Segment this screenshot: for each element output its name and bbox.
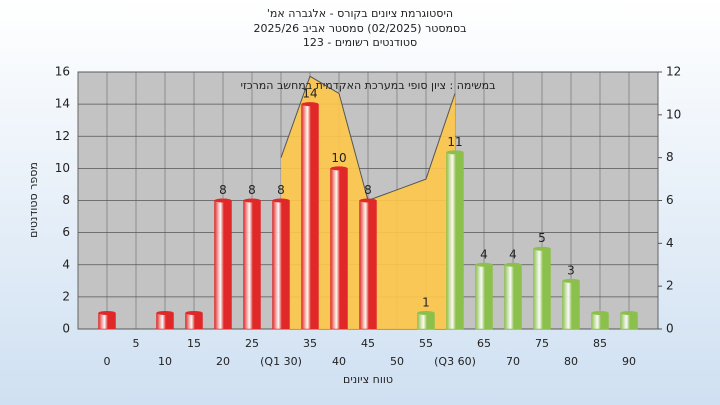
data-label: 1	[422, 295, 430, 309]
data-label: 14	[302, 87, 317, 101]
bar	[301, 103, 319, 330]
y2-tick-label: 2	[666, 279, 674, 293]
bar	[475, 264, 493, 330]
y-tick-label: 12	[55, 129, 70, 143]
y-tick-label: 14	[55, 97, 70, 111]
bar-cap	[330, 166, 348, 171]
x-tick-label: 70	[506, 355, 520, 368]
bar-cap	[620, 310, 638, 315]
x-tick-label: 75	[535, 337, 549, 350]
chart-subtitle: סטודנטים רשומים - 123	[303, 36, 417, 49]
bar-cap	[272, 198, 290, 203]
data-label: 4	[509, 247, 517, 261]
bar-cap	[591, 310, 609, 315]
data-label: 8	[364, 183, 372, 197]
x-tick-label: 10	[158, 355, 172, 368]
x-tick-label: 50	[390, 355, 404, 368]
bar	[156, 312, 174, 330]
bar-cap	[504, 262, 522, 267]
data-label: 5	[538, 231, 546, 245]
data-label: 11	[447, 135, 462, 149]
bar-cap	[214, 198, 232, 203]
bar-cap	[533, 246, 551, 251]
y-axis-label: מספר סטודנטים	[27, 162, 40, 238]
bar-cap	[185, 310, 203, 315]
data-label: 10	[331, 151, 346, 165]
y2-tick-label: 0	[666, 322, 674, 336]
bar	[272, 200, 290, 330]
y2-tick-label: 6	[666, 193, 674, 207]
bar	[243, 200, 261, 330]
bar-cap	[446, 150, 464, 155]
data-label: 3	[567, 263, 575, 277]
x-tick-label: 35	[303, 337, 317, 350]
data-label: 8	[219, 183, 227, 197]
chart-title: היסטוגרמת ציונים בקורס - אלגברה אמ'	[267, 7, 453, 20]
x-tick-label: 20	[216, 355, 230, 368]
bar	[562, 280, 580, 330]
y-tick-label: 10	[55, 161, 70, 175]
y-tick-label: 4	[62, 257, 70, 271]
bar	[533, 248, 551, 330]
annotation: במשימה : ציון סופי במערכת האקדמית במחשב …	[241, 79, 496, 92]
bar	[620, 312, 638, 330]
bar	[359, 200, 377, 330]
y2-tick-label: 8	[666, 150, 674, 164]
bar-cap	[562, 278, 580, 283]
bar-cap	[475, 262, 493, 267]
bar-cap	[98, 310, 116, 315]
y-tick-label: 8	[62, 193, 70, 207]
data-label: 4	[480, 247, 488, 261]
bar-cap	[417, 310, 435, 315]
bar	[330, 168, 348, 330]
bar	[98, 312, 116, 330]
bar	[214, 200, 232, 330]
bar	[504, 264, 522, 330]
y-tick-label: 2	[62, 289, 70, 303]
x-tick-label: 55	[419, 337, 433, 350]
x-tick-label: 85	[593, 337, 607, 350]
x-tick-label: 0	[104, 355, 111, 368]
data-label: 8	[277, 183, 285, 197]
data-label: 8	[248, 183, 256, 197]
x-tick-label: 80	[564, 355, 578, 368]
bar	[446, 152, 464, 330]
x-tick-label: 15	[187, 337, 201, 350]
bar-cap	[301, 102, 319, 107]
y2-tick-label: 12	[666, 65, 681, 79]
y-tick-label: 6	[62, 225, 70, 239]
x-tick-label: 65	[477, 337, 491, 350]
bar	[417, 312, 435, 330]
chart-subtitle: בסמסטר (02/2025) סמסטר אביב 2025/26	[253, 22, 466, 35]
x-tick-label: 45	[361, 337, 375, 350]
bar	[185, 312, 203, 330]
x-tick-label: (Q1 30)	[260, 355, 302, 368]
x-tick-label: 5	[133, 337, 140, 350]
bar-cap	[156, 310, 174, 315]
bar-cap	[243, 198, 261, 203]
x-tick-label: 40	[332, 355, 346, 368]
x-tick-label: 90	[622, 355, 636, 368]
x-tick-label: 25	[245, 337, 259, 350]
x-axis-label: טווח ציונים	[343, 373, 393, 386]
y-tick-label: 16	[55, 65, 70, 79]
y2-tick-label: 10	[666, 107, 681, 121]
x-tick-label: (Q3 60)	[434, 355, 476, 368]
y-tick-label: 0	[62, 322, 70, 336]
bar-cap	[359, 198, 377, 203]
bar	[591, 312, 609, 330]
y2-tick-label: 4	[666, 236, 674, 250]
